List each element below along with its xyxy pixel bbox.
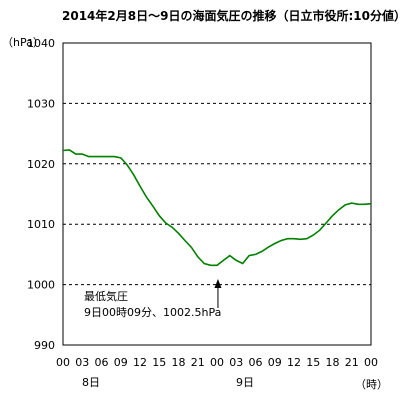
x-tick-label: 06: [95, 356, 109, 369]
x-tick-label: 00: [364, 356, 378, 369]
y-tick-label: 1030: [27, 97, 55, 110]
x-tick-label: 09: [114, 356, 128, 369]
x-tick-label: 15: [152, 356, 166, 369]
arrow-head-icon: [214, 279, 222, 288]
date-labels: 8日 9日: [82, 376, 254, 389]
date-label: 8日: [82, 376, 100, 389]
x-tick-labels: 00 03 06 09 12 15 18 21 00 03 06 09 12 15 18 21 00: [56, 356, 378, 369]
pressure-series-line: [62, 149, 372, 267]
plot-frame: [62, 42, 372, 346]
y-tick-label: 1000: [27, 279, 55, 292]
y-axis-unit: （hPa）: [2, 36, 44, 49]
y-tick-label: 1020: [27, 158, 55, 171]
x-tick-label: 21: [191, 356, 205, 369]
x-tick-label: 12: [287, 356, 301, 369]
annotation-title: 最低気圧: [84, 289, 128, 303]
x-tick-label: 03: [75, 356, 89, 369]
min-pressure-annotation: 最低気圧 9日00時09分、1002.5hPa: [84, 279, 222, 319]
x-tick-label: 03: [229, 356, 243, 369]
x-tick-label: 00: [56, 356, 70, 369]
x-tick-label: 12: [133, 356, 147, 369]
x-tick-label: 18: [326, 356, 340, 369]
annotation-detail: 9日00時09分、1002.5hPa: [84, 306, 221, 319]
y-tick-labels: 990 1000 1010 1020 1030 1040: [27, 37, 55, 352]
x-tick-label: 15: [306, 356, 320, 369]
x-tick-label: 09: [268, 356, 282, 369]
y-tick-label: 1040: [27, 37, 55, 50]
y-tick-label: 1010: [27, 218, 55, 231]
x-tick-label: 06: [249, 356, 263, 369]
x-tick-label: 00: [210, 356, 224, 369]
x-tick-label: 21: [345, 356, 359, 369]
chart-title: 2014年2月8日～9日の海面気圧の推移（日立市役所:10分値）: [62, 8, 400, 23]
x-tick-label: 18: [172, 356, 186, 369]
x-axis-unit: （時）: [355, 378, 388, 391]
gridlines: [63, 102, 371, 286]
date-label: 9日: [236, 376, 254, 389]
y-tick-label: 990: [34, 339, 55, 352]
